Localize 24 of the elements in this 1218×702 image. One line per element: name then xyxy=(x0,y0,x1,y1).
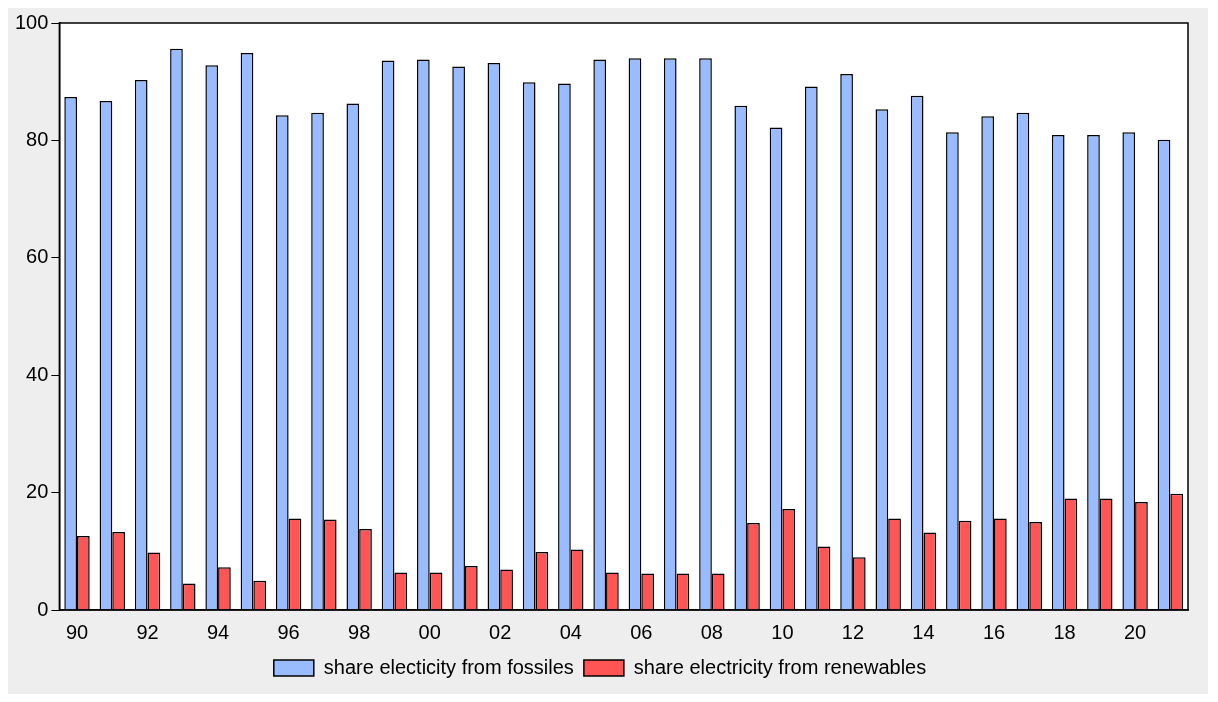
x-tick-label: 12 xyxy=(841,620,865,643)
x-tick-label: 06 xyxy=(630,620,653,643)
x-tick-label: 94 xyxy=(206,620,230,643)
y-tick-label: 40 xyxy=(26,362,49,385)
x-tick-label: 10 xyxy=(771,620,794,643)
x-tick-label: 96 xyxy=(277,620,300,643)
x-tick-label: 14 xyxy=(912,620,935,643)
x-tick-label: 04 xyxy=(559,620,582,643)
x-tick-label: 92 xyxy=(136,620,159,643)
legend-label: share electricity from renewables xyxy=(633,655,927,678)
y-tick-label: 60 xyxy=(26,245,49,268)
x-tick-label: 02 xyxy=(489,620,512,643)
x-tick-label: 90 xyxy=(65,620,89,643)
x-tick-label: 08 xyxy=(700,620,723,643)
x-tick-label: 98 xyxy=(348,620,371,643)
x-tick-label: 18 xyxy=(1053,620,1076,643)
y-tick-label: 20 xyxy=(26,480,49,503)
x-tick-label: 00 xyxy=(418,620,441,643)
y-tick-label: 0 xyxy=(37,597,49,620)
x-tick-label: 20 xyxy=(1123,620,1147,643)
y-tick-label: 80 xyxy=(26,127,49,150)
y-tick-label: 100 xyxy=(14,10,49,33)
x-tick-label: 16 xyxy=(982,620,1006,643)
legend-label: share electicity from fossiles xyxy=(323,655,574,678)
